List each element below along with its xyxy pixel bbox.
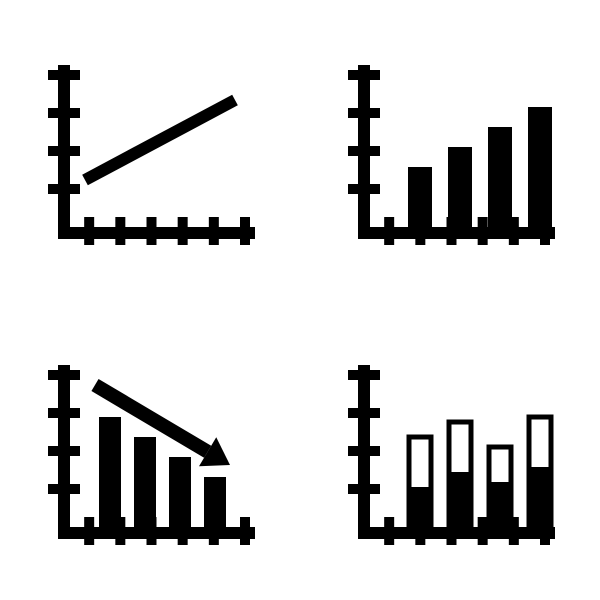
line-chart-up-icon [0,0,300,300]
chart-icon-grid [0,0,600,600]
bar-chart-stacked-icon [300,300,600,600]
bar-chart-up-icon [300,0,600,300]
bar-chart-down-arrow-icon [0,300,300,600]
